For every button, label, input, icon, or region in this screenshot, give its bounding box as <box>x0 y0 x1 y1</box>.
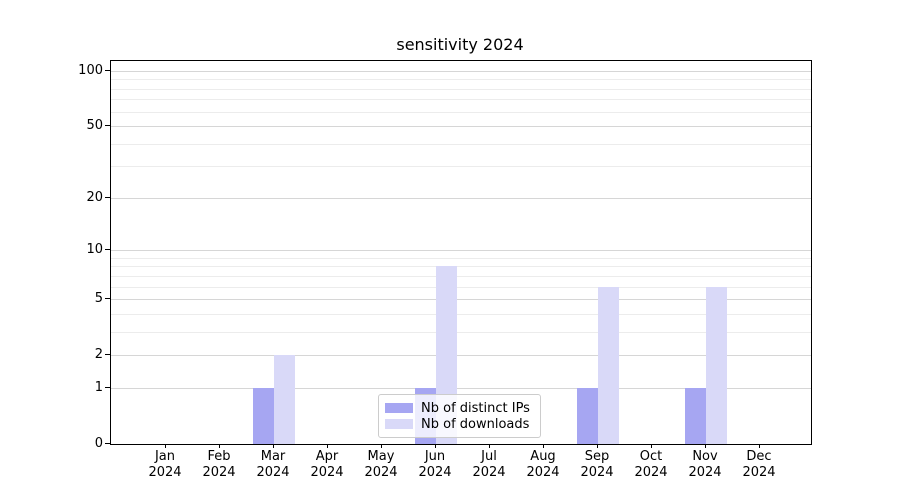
x-tick-mark <box>165 444 166 448</box>
x-tick-year: 2024 <box>580 465 614 480</box>
bar-downloads <box>706 286 727 444</box>
y-tick-mark <box>105 443 110 444</box>
x-tick-month: Jun <box>424 449 446 464</box>
y-major-gridline <box>111 355 811 357</box>
y-tick-mark <box>105 249 110 251</box>
legend-swatch <box>385 403 413 413</box>
y-minor-gridline <box>111 286 811 288</box>
y-major-gridline <box>111 387 811 389</box>
y-tick-label: 1 <box>94 379 103 395</box>
bar-distinct-ips <box>253 387 274 444</box>
legend-swatch <box>385 419 413 429</box>
y-major-gridline <box>111 197 811 199</box>
plot-area <box>110 60 812 445</box>
x-tick-year: 2024 <box>202 465 236 480</box>
y-tick-mark <box>105 70 110 71</box>
x-tick-mark <box>489 444 490 448</box>
y-tick-mark <box>105 386 110 388</box>
x-tick-month: Aug <box>530 449 556 464</box>
x-tick-year: 2024 <box>526 465 560 480</box>
x-tick-mark <box>705 444 706 448</box>
y-major-gridline <box>111 126 811 128</box>
x-tick-month: May <box>367 449 395 464</box>
x-tick-year: 2024 <box>256 465 290 480</box>
x-tick-mark <box>597 444 598 448</box>
y-tick-label: 20 <box>86 189 103 205</box>
x-tick-label: Aug 2024 <box>516 449 570 481</box>
bar-downloads <box>274 355 295 444</box>
y-tick-label: 0 <box>94 436 103 451</box>
x-tick-label: Sep 2024 <box>570 449 624 481</box>
x-tick-month: Jan <box>154 449 176 464</box>
legend: Nb of distinct IPs Nb of downloads <box>378 394 541 438</box>
y-major-gridline <box>111 250 811 252</box>
y-tick-mark <box>105 298 110 300</box>
x-tick-month: Sep <box>584 449 610 464</box>
x-tick-mark <box>381 444 382 448</box>
y-minor-gridline <box>111 266 811 268</box>
y-minor-gridline <box>111 88 811 90</box>
x-tick-mark <box>327 444 328 448</box>
y-tick-mark <box>105 354 110 356</box>
y-tick-label: 10 <box>86 242 103 258</box>
x-tick-year: 2024 <box>364 465 398 480</box>
y-minor-gridline <box>111 275 811 277</box>
x-tick-month: Mar <box>260 449 286 464</box>
x-tick-label: Oct 2024 <box>624 449 678 481</box>
x-tick-year: 2024 <box>688 465 722 480</box>
y-tick-label: 2 <box>94 347 103 363</box>
y-tick-label: 100 <box>78 63 103 78</box>
x-tick-month: Feb <box>207 449 231 464</box>
x-tick-mark <box>651 444 652 448</box>
x-tick-year: 2024 <box>742 465 776 480</box>
y-major-gridline <box>111 71 811 72</box>
x-tick-year: 2024 <box>418 465 452 480</box>
y-tick-label: 5 <box>94 291 103 307</box>
legend-item: Nb of distinct IPs <box>385 400 534 416</box>
x-tick-mark <box>273 444 274 448</box>
y-minor-gridline <box>111 99 811 101</box>
x-tick-label: Apr 2024 <box>300 449 354 481</box>
y-minor-gridline <box>111 313 811 315</box>
x-tick-label: Jan 2024 <box>138 449 192 481</box>
y-minor-gridline <box>111 331 811 333</box>
x-tick-year: 2024 <box>634 465 668 480</box>
x-tick-label: Feb 2024 <box>192 449 246 481</box>
x-tick-year: 2024 <box>472 465 506 480</box>
legend-label: Nb of distinct IPs <box>421 400 530 416</box>
x-tick-month: Jul <box>481 449 497 464</box>
bar-distinct-ips <box>685 387 706 444</box>
x-tick-mark <box>759 444 760 448</box>
x-tick-mark <box>435 444 436 448</box>
x-tick-mark <box>543 444 544 448</box>
x-tick-label: Dec 2024 <box>732 449 786 481</box>
y-minor-gridline <box>111 257 811 259</box>
x-tick-month: Dec <box>746 449 772 464</box>
y-minor-gridline <box>111 79 811 81</box>
bar-distinct-ips <box>577 387 598 444</box>
chart-title: sensitivity 2024 <box>396 35 524 54</box>
bar-downloads <box>598 286 619 444</box>
x-tick-month: Apr <box>315 449 339 464</box>
x-tick-label: Jun 2024 <box>408 449 462 481</box>
y-tick-mark <box>105 196 110 198</box>
x-tick-year: 2024 <box>310 465 344 480</box>
x-tick-label: Jul 2024 <box>462 449 516 481</box>
x-tick-label: May 2024 <box>354 449 408 481</box>
x-tick-month: Nov <box>692 449 718 464</box>
y-minor-gridline <box>111 143 811 145</box>
x-tick-label: Mar 2024 <box>246 449 300 481</box>
x-tick-month: Oct <box>639 449 663 464</box>
x-tick-label: Nov 2024 <box>678 449 732 481</box>
y-tick-mark <box>105 125 110 127</box>
y-tick-label: 50 <box>86 118 103 134</box>
legend-item: Nb of downloads <box>385 416 534 432</box>
x-tick-mark <box>219 444 220 448</box>
legend-label: Nb of downloads <box>421 416 530 432</box>
y-major-gridline <box>111 299 811 301</box>
y-minor-gridline <box>111 166 811 168</box>
y-minor-gridline <box>111 111 811 113</box>
x-tick-year: 2024 <box>148 465 182 480</box>
